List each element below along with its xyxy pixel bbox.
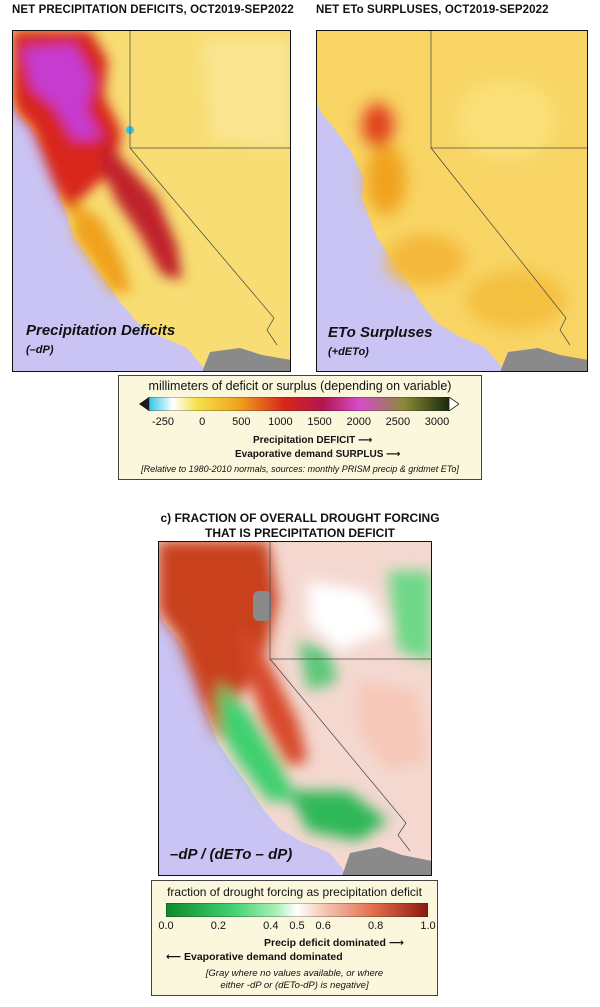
legend-top-tick-label: 3000	[424, 416, 450, 428]
legend-top-tick-label: 0	[199, 416, 206, 428]
legend-top-tick-label: 1000	[268, 416, 293, 428]
panel-b-sublabel: (+dETo)	[328, 346, 369, 358]
legend-bottom-tick-label: 0.6	[315, 920, 331, 932]
legend-top-tick-label: 2500	[385, 416, 411, 428]
arrow1-label-text: Precip deficit dominated	[264, 937, 386, 949]
fraction-map	[158, 541, 432, 876]
panel-a-sublabel: (–dP)	[26, 344, 54, 356]
legend-top-colorbar	[139, 397, 459, 411]
legend-bottom-tick-label: 0.5	[289, 920, 305, 932]
legend-bottom-tick-label: 1.0	[420, 920, 436, 932]
legend-bottom-note-line1: [Gray where no values available, or wher…	[205, 968, 384, 979]
legend-top-tick-label: 2000	[346, 416, 371, 428]
legend-bottom-title: fraction of drought forcing as precipita…	[167, 885, 422, 899]
legend-top-title: millimeters of deficit or surplus (depen…	[148, 379, 452, 393]
legend-bottom-tick-label: 0.4	[263, 920, 279, 932]
fraction-legend: fraction of drought forcing as precipita…	[151, 880, 438, 996]
legend-bottom-tick-label: 0.0	[158, 920, 174, 932]
arrow2-label-text: Evaporative demand dominated	[183, 951, 343, 963]
legend-top-tick-label: 1500	[307, 416, 332, 428]
legend-bottom-tick-label: 0.2	[210, 920, 227, 932]
panel-c-title-line2: THAT IS PRECIPITATION DEFICIT	[205, 526, 395, 540]
right-arrow-icon: ⟶	[388, 937, 404, 949]
legend-bottom-arrow2: ⟵ Evaporative demand dominated	[166, 951, 343, 963]
legend-top-note: [Relative to 1980-2010 normals, sources:…	[141, 464, 459, 474]
legend-bottom-tick-label: 0.8	[367, 920, 384, 932]
eto-surplus-map	[316, 30, 588, 372]
panel-c-label: –dP / (dETo – dP)	[170, 846, 293, 863]
left-arrow-icon: ⟵	[166, 951, 182, 963]
panel-c-title-line1: c) FRACTION OF OVERALL DROUGHT FORCING	[160, 511, 440, 525]
panel-a-title: NET PRECIPITATION DEFICITS, OCT2019-SEP2…	[12, 4, 294, 16]
legend-bottom-colorbar	[166, 903, 428, 917]
precip-deficit-map	[12, 30, 291, 372]
right-arrow-icon: ⟶	[358, 435, 373, 446]
legend-bottom-note-line2: either -dP or (dETo-dP) is negative]	[220, 980, 369, 991]
panel-b-title: NET ETo SURPLUSES, OCT2019-SEP2022	[316, 4, 549, 16]
right-arrow-icon: ⟶	[386, 449, 401, 460]
arrow1-label-text: Precipitation DEFICIT	[253, 435, 356, 446]
legend-top-arrow2: Evaporative demand SURPLUS ⟶	[235, 449, 401, 460]
legend-bottom-arrow1: Precip deficit dominated ⟶	[264, 937, 404, 949]
panel-a-label: Precipitation Deficits	[26, 322, 176, 339]
deficit-surplus-legend: millimeters of deficit or surplus (depen…	[118, 375, 482, 480]
arrow2-label-text: Evaporative demand SURPLUS	[235, 449, 384, 460]
panel-b-label: ETo Surpluses	[328, 324, 433, 341]
legend-top-tick-label: -250	[151, 416, 175, 428]
legend-top-tick-label: 500	[232, 416, 251, 428]
legend-top-arrow1: Precipitation DEFICIT ⟶	[253, 435, 372, 446]
